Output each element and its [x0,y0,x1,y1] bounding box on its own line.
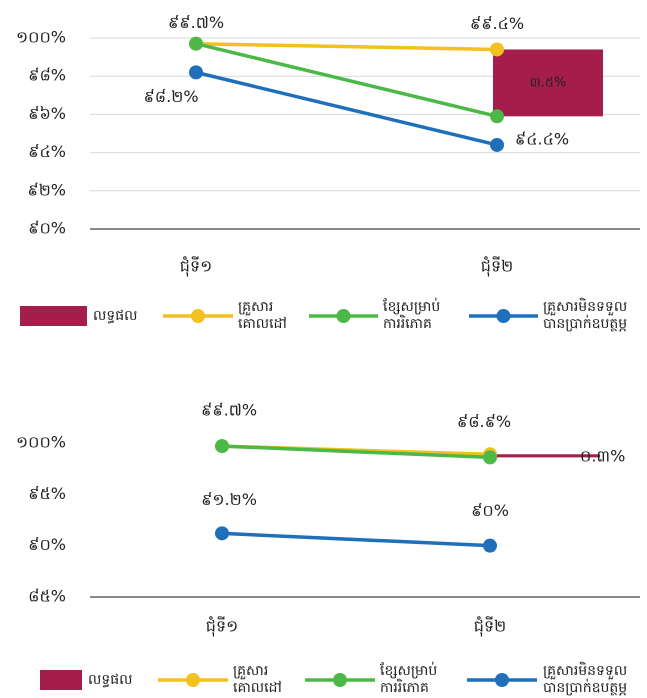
y-tick-label: ៩០% [28,535,66,554]
legend-entry: គ្រួសារគោលដៅ [238,299,287,332]
data-label: ៩១.២% [201,490,257,509]
legend-label: គ្រួសារមិនទទួលបានប្រាក់ឧបត្ថម្ភ [543,663,628,696]
series-line [221,444,491,460]
x-tick-label: ជុំទី២ [481,256,513,278]
x-tick-label: ជុំទី១ [206,616,238,638]
data-label: ៩៩.៧% [201,401,257,420]
y-tick-label: ៩២% [27,180,66,199]
y-tick-label: ៩៥% [28,484,66,503]
series-line [195,70,498,147]
y-tick-label: ៩៨% [28,66,66,85]
point [215,526,229,541]
legend-marker [496,309,511,323]
legend-swatch [20,306,87,326]
legend-entry: គ្រួសារមិនទទួលបានប្រាក់ឧបត្ថម្ភ [543,299,628,332]
legend-entry: លទ្ធផល [93,307,138,324]
legend-entry: ខ្សែសម្រាប់ការរិភោគ [383,299,441,332]
legend-marker [495,673,509,687]
legend-marker [333,673,347,687]
data-label: ៩៩.៤% [470,14,524,33]
legend-label: លទ្ធផល [93,307,138,324]
legend-label: ខ្សែសម្រាប់ការរិភោគ [383,299,441,332]
data-label: ៩៩.៧% [168,13,224,32]
y-tick-label: ៩៤% [28,142,66,161]
point [483,538,497,553]
legend-label: គ្រួសារមិនទទួលបានប្រាក់ឧបត្ថម្ភ [543,299,628,332]
point [189,36,203,51]
point [215,439,229,454]
point [490,109,504,124]
data-label: ៣.៥% [530,75,567,90]
bar [490,454,600,458]
legend-label: ខ្សែសម្រាប់ការរិភោគ [380,663,438,696]
legend-label: លទ្ធផល [88,671,133,688]
bar [493,49,603,117]
point [189,65,203,80]
legend-entry: លទ្ធផល [88,671,133,688]
x-tick-label: ជុំទី២ [474,616,506,638]
legend-entry: គ្រួសារគោលដៅ [233,663,282,696]
legend-label: គ្រួសារគោលដៅ [238,299,287,332]
data-label: ៩០% [471,501,509,520]
legend-swatch [40,670,82,690]
legend-entry: គ្រួសារមិនទទួលបានប្រាក់ឧបត្ថម្ភ [543,663,628,696]
y-tick-label: ៩៦% [28,104,66,123]
y-tick-label: ៩០% [28,219,66,238]
legend-marker [186,673,200,687]
data-label: ៩៨.៩% [457,412,511,431]
point [483,450,497,465]
data-label: ០.៣% [580,446,625,465]
data-label: ៩៨.២% [143,87,198,106]
y-tick-label: ៨៥% [28,587,66,606]
y-tick-label: ១០០% [16,28,66,47]
series-line [195,42,498,119]
y-tick-label: ១០០% [16,433,66,452]
x-tick-label: ជុំទី១ [180,256,212,278]
legend-entry: ខ្សែសម្រាប់ការរិភោគ [380,663,438,696]
legend-marker [336,309,351,323]
series-line [195,41,498,52]
series-line [221,531,491,548]
data-label: ៩៤.៤% [515,129,569,148]
legend-marker [191,309,205,323]
point [490,42,504,57]
legend-label: គ្រួសារគោលដៅ [233,663,282,696]
point [490,137,504,152]
